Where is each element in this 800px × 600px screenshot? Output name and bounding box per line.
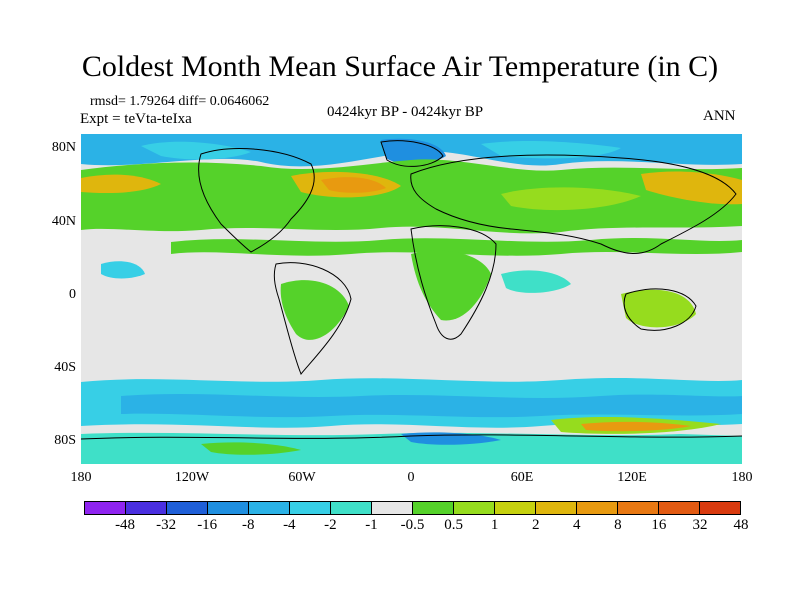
barents-cool (481, 141, 621, 159)
coastline-africa (410, 225, 497, 340)
lat-label-80s: 80S (54, 433, 76, 448)
greenland-cool (381, 138, 446, 165)
colorbar-label: 32 (692, 517, 708, 533)
colorbar-label: -2 (324, 517, 337, 533)
colorbar-swatch (331, 502, 372, 514)
colorbar-label: 16 (651, 517, 667, 533)
south-america-warm (280, 280, 349, 340)
colorbar-label: 2 (531, 517, 540, 533)
lon-label-120w: 120W (174, 470, 210, 485)
colorbar-label: 48 (733, 517, 749, 533)
lat-label-40s: 40S (54, 360, 76, 375)
coastline-greenland (380, 140, 444, 167)
colorbar-swatch (85, 502, 126, 514)
north-warm-band (81, 159, 742, 234)
colorbar-swatch (536, 502, 577, 514)
colorbar-swatch (290, 502, 331, 514)
colorbar-swatch (167, 502, 208, 514)
stats-text: rmsd= 1.79264 diff= 0.0646062 (90, 94, 270, 109)
coastline-antarctica (81, 434, 742, 440)
season-label: ANN (703, 108, 736, 124)
colorbar-label: -4 (283, 517, 296, 533)
pacific-warm-patch (81, 174, 161, 194)
colorbar-swatch (659, 502, 700, 514)
lon-label-60e: 60E (510, 470, 534, 485)
colorbar-swatch (372, 502, 413, 514)
siberia-warm-patch (641, 171, 742, 205)
antarctica-warm-patch (201, 442, 301, 455)
lon-label-60w: 60W (288, 470, 316, 485)
page-title: Coldest Month Mean Surface Air Temperatu… (81, 50, 719, 83)
colorbar-label: -48 (115, 517, 136, 533)
lon-label-0: 0 (407, 470, 415, 485)
colorbar-label: 1 (490, 517, 499, 533)
colorbar-label: -1 (365, 517, 378, 533)
lat-label-eq: 0 (69, 287, 76, 302)
south-cool-core (121, 394, 742, 418)
africa-warm (411, 250, 491, 321)
colorbar-swatch (618, 502, 659, 514)
lat-label-80n: 80N (51, 140, 76, 155)
experiment-label: Expt = teVta-teIxa (80, 111, 192, 127)
map-panel (81, 134, 742, 464)
colorbar-label: -8 (242, 517, 255, 533)
temperature-map (81, 134, 742, 464)
tropics-warm-strip (171, 238, 742, 256)
lon-label-120e: 120E (617, 470, 647, 485)
colorbar-swatch (577, 502, 618, 514)
period-label: 0424kyr BP - 0424kyr BP (326, 104, 484, 120)
lon-label-180e: 180 (731, 470, 753, 485)
colorbar-label: 8 (614, 517, 622, 533)
colorbar-swatch (495, 502, 536, 514)
colorbar-swatch (208, 502, 249, 514)
colorbar-swatch (454, 502, 495, 514)
lon-label-180w: 180 (70, 470, 92, 485)
arctic-cool-patch (141, 141, 251, 160)
colorbar-swatch (126, 502, 167, 514)
colorbar-label: -32 (156, 517, 177, 533)
indian-ocean-cool (501, 270, 571, 293)
colorbar-label: -0.5 (400, 517, 425, 533)
colorbar-label: 0.5 (444, 517, 463, 533)
coastline-eurasia (410, 154, 737, 254)
coastline-south-america (273, 262, 352, 375)
colorbar (84, 501, 741, 515)
southern-warm-core (581, 421, 691, 432)
coastline-australia (623, 288, 697, 331)
pacific-cool-patch (101, 261, 145, 279)
lat-label-40n: 40N (51, 214, 76, 229)
colorbar-swatch (700, 502, 740, 514)
colorbar-swatch (249, 502, 290, 514)
colorbar-label: -16 (197, 517, 218, 533)
antarctica-cool (81, 432, 742, 464)
central-asia-warm (501, 187, 641, 211)
colorbar-swatch (413, 502, 454, 514)
atlantic-warm-core (321, 177, 386, 193)
coastline-north-america (198, 148, 315, 253)
australia-warm (621, 289, 696, 328)
colorbar-label: 4 (573, 517, 581, 533)
